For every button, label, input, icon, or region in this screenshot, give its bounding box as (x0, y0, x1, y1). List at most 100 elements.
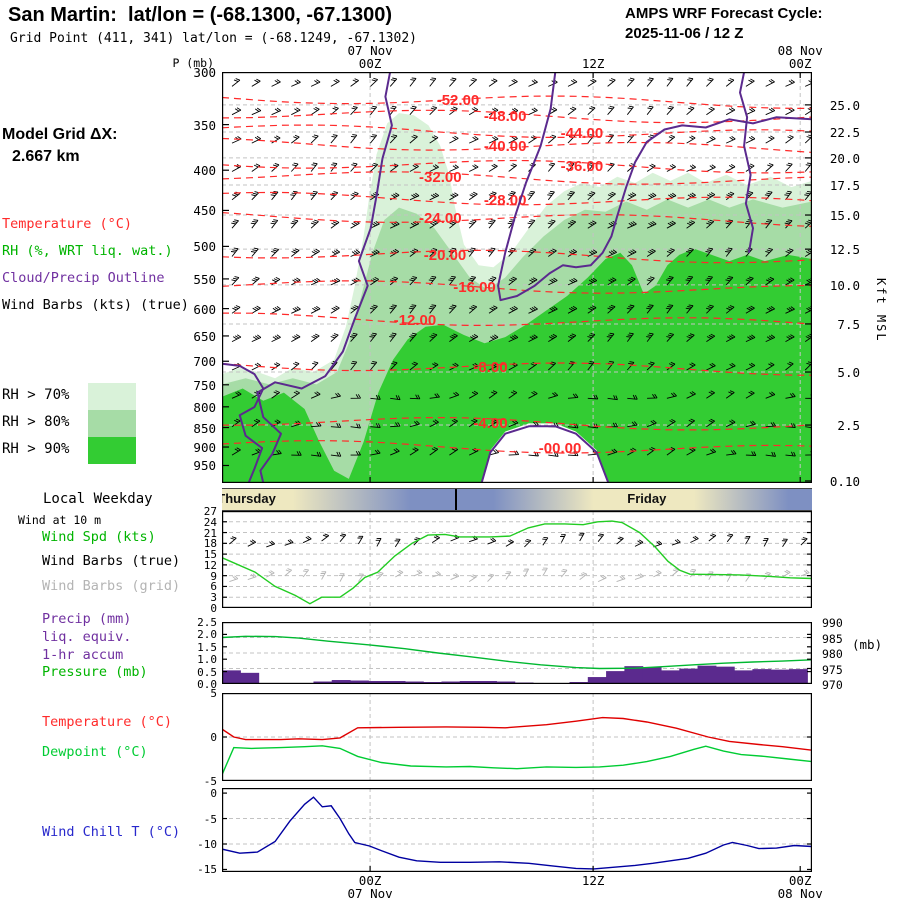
pressure-tick-label: 850 (193, 420, 216, 436)
pressure-tick-label: 750 (193, 377, 216, 393)
temp-contour-line (222, 280, 812, 294)
y-tick-label: 0 (210, 787, 217, 801)
local-weekday-band: Thursday Friday (222, 488, 812, 511)
y-tick-label: 2.5 (197, 616, 217, 629)
temp-contour-label: -00.00 (539, 440, 582, 457)
pressure-tick-label: 950 (193, 458, 216, 474)
wind-panel-label: Wind Barbs (grid) (42, 578, 181, 594)
temp-contour-label: -28.00 (484, 192, 527, 209)
precip-bar (423, 682, 443, 683)
forecast-cycle-label: AMPS WRF Forecast Cycle: (625, 5, 823, 22)
series-line (222, 796, 812, 870)
y-tick-label: 1.5 (197, 640, 217, 654)
temp-contour-line (222, 212, 812, 227)
y-tick-label: 1.0 (197, 653, 217, 667)
series-line (222, 520, 812, 605)
temp-contour-label: -20.00 (424, 247, 467, 264)
time-date-label: 07 Nov (347, 886, 393, 900)
page-title: San Martin: lat/lon = (-68.1300, -67.130… (8, 4, 393, 26)
pressure-tick-label: 450 (193, 203, 216, 219)
mb-axis-label: (mb) (852, 637, 883, 652)
temp-contour-label: -12.00 (394, 312, 437, 329)
height-tick-label: 17.5 (829, 178, 860, 194)
temp-contour-line (222, 95, 812, 110)
field-legend-label: Temperature (°C) (2, 216, 133, 232)
time-hour-label: 00Z (788, 873, 812, 888)
precip-bar (496, 681, 516, 683)
temp-contour-label: -32.00 (419, 169, 462, 186)
precip-bar (587, 677, 607, 683)
precip-bar (734, 670, 754, 683)
temp-contour-label: -40.00 (484, 138, 527, 155)
precip-bar (752, 669, 772, 683)
cross-section-panel: -52.00 -48.00 -44.00 -40.00 -36.00 -32.00 -28.… (222, 72, 812, 483)
weekday-label: Thursday (222, 491, 276, 506)
height-tick-label: 12.5 (829, 242, 860, 258)
pressure-tick-label: 550 (193, 271, 216, 287)
model-grid-dx-value: 2.667 km (12, 148, 80, 165)
precip-bar (350, 680, 369, 683)
precip-bar (240, 672, 260, 683)
y-tick-label: 0 (210, 731, 217, 744)
height-tick-label: 5.0 (837, 365, 860, 381)
dry-hole (481, 423, 609, 483)
wind-chill-plot (222, 788, 812, 872)
y-tick-label: 24 (203, 515, 217, 529)
precip-bar (660, 670, 680, 683)
wind-10m-panel (222, 511, 812, 608)
y-tick-label: -5 (203, 775, 217, 788)
rh-legend-label: RH > 90% (2, 441, 70, 457)
height-tick-label: 20.0 (829, 150, 860, 166)
temp-contour-label: -24.00 (419, 210, 462, 227)
cloud-precip-outline (497, 72, 812, 302)
local-weekday-label: Local Weekday (43, 491, 153, 507)
precip-bar (569, 682, 589, 683)
mb-tick-label: 985 (822, 631, 843, 646)
wind-chill-panel (222, 788, 812, 872)
wind-panel-label: Wind Barbs (true) (42, 553, 181, 569)
temp-contour-label: -36.00 (561, 158, 604, 175)
pressure-tick-label: 900 (193, 440, 216, 456)
time-hour-label: 12Z (581, 873, 605, 888)
y-tick-label: 18 (203, 537, 217, 551)
midnight-divider (455, 489, 458, 510)
rh-legend-swatch (88, 437, 136, 464)
temp-contour-line (222, 440, 812, 454)
chill-panel-label: Wind Chill T (°C) (42, 824, 181, 840)
temp-contour-label: -16.00 (453, 279, 496, 296)
y-tick-label: 15 (203, 548, 217, 562)
y-tick-label: 5 (210, 687, 217, 700)
rh-legend-label: RH > 70% (2, 387, 70, 403)
y-tick-label: -10 (197, 838, 217, 851)
precip-bar (331, 680, 351, 683)
temp-dewpoint-panel (222, 693, 812, 781)
forecast-cycle-value: 2025-11-06 / 12 Z (625, 25, 744, 42)
temp-contour-line (222, 137, 812, 153)
height-tick-label: 2.5 (837, 418, 860, 434)
y-tick-label: 0 (210, 602, 217, 615)
grid-point-subtitle: Grid Point (411, 341) lat/lon = (-68.124… (10, 31, 417, 46)
y-tick-label: 6 (210, 580, 217, 594)
temp-contour-line (222, 159, 812, 174)
time-hour-label: 00Z (358, 56, 382, 71)
height-tick-label: 25.0 (829, 97, 860, 113)
pressure-tick-label: 500 (193, 239, 216, 255)
wind-panel-label: Wind Spd (kts) (42, 529, 156, 545)
temp-contour-line (222, 124, 812, 139)
precip-bar (441, 681, 461, 683)
temp-contour-label: -48.00 (484, 108, 527, 125)
wind-10m-plot (222, 511, 812, 608)
mb-tick-label: 970 (822, 678, 843, 692)
precip-panel-label: Pressure (mb) (42, 664, 148, 680)
precip-bar (715, 666, 735, 683)
height-tick-label: 10.0 (829, 277, 860, 293)
temp-panel-label: Temperature (°C) (42, 714, 173, 730)
precip-pressure-plot (222, 622, 812, 684)
precip-panel-label: Precip (mm) (42, 611, 132, 627)
temp-contour-line (222, 171, 812, 185)
cross-section-plot: -52.00-48.00 -44.00 -40.00 -36.00 -32.00 -28.… (222, 72, 812, 483)
cloud-precip-outline (222, 362, 265, 483)
rh-legend-swatch (88, 383, 136, 410)
pressure-tick-label: 700 (193, 354, 216, 370)
time-hour-label: 00Z (358, 873, 382, 888)
